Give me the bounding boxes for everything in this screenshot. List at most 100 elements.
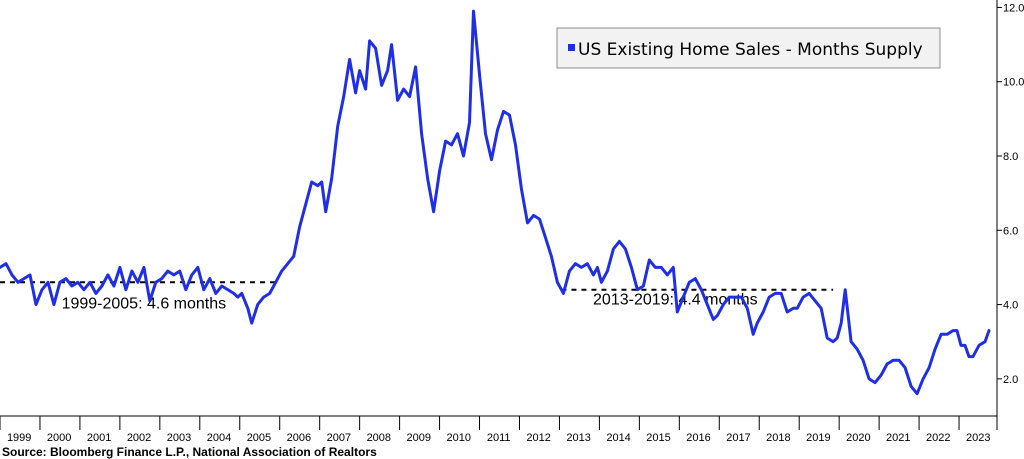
data-point-28 — [167, 270, 169, 272]
y-tick-label-4.0: 4.0 — [1003, 300, 1018, 312]
data-point-131 — [756, 322, 758, 324]
data-point-34 — [203, 289, 205, 291]
data-point-48 — [281, 270, 283, 272]
data-point-46 — [269, 292, 271, 294]
data-point-126 — [728, 296, 730, 298]
data-point-132 — [762, 311, 764, 313]
data-point-93 — [538, 218, 540, 220]
x-tick-label-1999: 1999 — [7, 432, 31, 444]
data-point-92 — [532, 214, 534, 216]
data-point-26 — [155, 281, 157, 283]
data-point-7 — [41, 289, 43, 291]
data-point-73 — [420, 133, 422, 135]
data-point-77 — [444, 140, 446, 142]
data-point-130 — [752, 333, 754, 335]
x-tick-label-2011: 2011 — [487, 432, 511, 444]
data-point-117 — [676, 311, 678, 313]
x-tick-label-2004: 2004 — [207, 432, 231, 444]
data-point-41 — [241, 292, 243, 294]
data-point-112 — [648, 259, 650, 261]
x-tick-label-2007: 2007 — [327, 432, 351, 444]
data-point-159 — [916, 393, 918, 395]
data-point-71 — [408, 95, 410, 97]
data-point-163 — [940, 333, 942, 335]
data-point-128 — [740, 296, 742, 298]
data-point-171 — [978, 344, 980, 346]
legend: US Existing Home Sales - Months Supply — [556, 27, 941, 69]
x-tick-label-2012: 2012 — [526, 432, 550, 444]
data-point-67 — [386, 69, 388, 71]
annotations-layer: 1999-2005: 4.6 months 2013-2019: 4.4 mont… — [62, 292, 758, 313]
x-tick-label-2001: 2001 — [87, 432, 111, 444]
data-point-157 — [904, 367, 906, 369]
data-point-61 — [354, 92, 356, 94]
data-point-3 — [17, 281, 19, 283]
x-tick-label-2017: 2017 — [726, 432, 750, 444]
data-point-142 — [820, 307, 822, 309]
data-point-75 — [432, 211, 434, 213]
data-point-47 — [275, 281, 277, 283]
data-point-31 — [185, 289, 187, 291]
data-point-13 — [77, 281, 79, 283]
data-point-15 — [89, 281, 91, 283]
x-tick-label-2021: 2021 — [886, 432, 910, 444]
data-point-81 — [468, 121, 470, 123]
y-tick-label-6.0: 6.0 — [1003, 225, 1018, 237]
data-point-136 — [786, 311, 788, 313]
legend-label: US Existing Home Sales - Months Supply — [578, 40, 923, 60]
data-point-68 — [390, 43, 392, 45]
data-point-12 — [71, 285, 73, 287]
data-point-52 — [305, 203, 307, 205]
data-point-120 — [694, 277, 696, 279]
x-tick-label-2023: 2023 — [966, 432, 990, 444]
data-point-164 — [946, 333, 948, 335]
data-point-39 — [233, 292, 235, 294]
data-point-58 — [337, 125, 339, 127]
data-point-91 — [526, 222, 528, 224]
data-point-168 — [964, 344, 966, 346]
data-point-121 — [700, 289, 702, 291]
data-point-45 — [263, 296, 265, 298]
x-tick-label-2020: 2020 — [846, 432, 870, 444]
data-point-72 — [414, 66, 416, 68]
data-point-102 — [592, 274, 594, 276]
data-point-118 — [682, 296, 684, 298]
data-point-20 — [119, 266, 121, 268]
data-point-105 — [606, 270, 608, 272]
data-point-96 — [556, 281, 558, 283]
data-point-37 — [221, 285, 223, 287]
data-point-24 — [143, 266, 145, 268]
data-point-152 — [874, 381, 876, 383]
data-point-32 — [191, 274, 193, 276]
data-point-108 — [624, 248, 626, 250]
data-point-22 — [131, 270, 133, 272]
data-point-63 — [364, 88, 366, 90]
data-point-89 — [514, 144, 516, 146]
data-point-10 — [59, 281, 61, 283]
data-point-35 — [209, 277, 211, 279]
data-point-151 — [868, 378, 870, 380]
data-point-114 — [660, 266, 662, 268]
data-point-119 — [688, 281, 690, 283]
data-point-43 — [251, 322, 253, 324]
data-point-160 — [922, 378, 924, 380]
data-point-150 — [862, 359, 864, 361]
data-point-94 — [544, 237, 546, 239]
data-point-82 — [472, 10, 474, 12]
annotation-1: 1999-2005: 4.6 months — [62, 295, 227, 312]
data-point-116 — [672, 266, 674, 268]
data-point-109 — [630, 266, 632, 268]
y-tick-label-10.0: 10.0 — [1003, 77, 1024, 89]
data-point-21 — [125, 289, 127, 291]
data-point-99 — [574, 263, 576, 265]
data-point-166 — [956, 329, 958, 331]
data-point-90 — [520, 188, 522, 190]
data-point-156 — [898, 359, 900, 361]
x-tick-label-2010: 2010 — [446, 432, 470, 444]
data-point-145 — [836, 337, 838, 339]
data-point-16 — [95, 292, 97, 294]
data-point-79 — [456, 133, 458, 135]
data-point-141 — [814, 300, 816, 302]
data-point-143 — [826, 337, 828, 339]
data-point-87 — [502, 110, 504, 112]
